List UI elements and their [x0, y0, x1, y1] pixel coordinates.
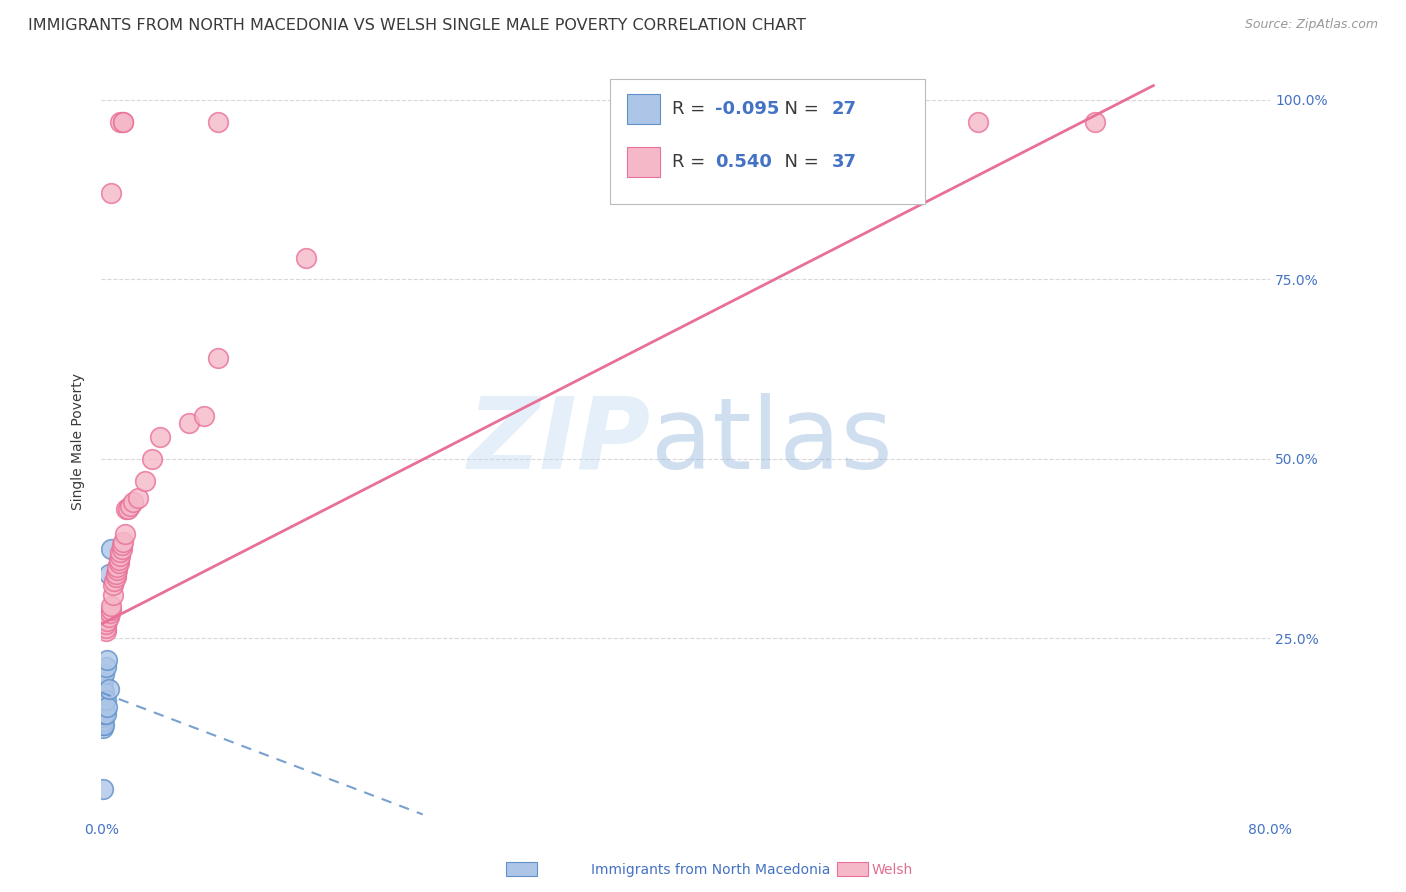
Point — [101, 577, 124, 591]
Text: -0.095: -0.095 — [716, 100, 779, 119]
Point — [120, 499, 142, 513]
Point — [91, 699, 114, 714]
Point — [141, 452, 163, 467]
Point — [91, 689, 114, 703]
Point — [114, 527, 136, 541]
Point — [97, 610, 120, 624]
Text: Welsh: Welsh — [872, 863, 912, 877]
Point — [105, 563, 128, 577]
Point — [149, 430, 172, 444]
Point — [111, 538, 134, 552]
Point — [294, 251, 316, 265]
Text: ZIP: ZIP — [468, 392, 651, 490]
Point — [967, 114, 990, 128]
Text: N =: N = — [773, 153, 825, 171]
Point — [112, 534, 135, 549]
Point — [91, 782, 114, 797]
Point — [97, 681, 120, 696]
Point — [207, 351, 229, 366]
Point — [103, 574, 125, 588]
Point — [93, 717, 115, 731]
Point — [94, 692, 117, 706]
Point — [91, 721, 114, 735]
Point — [91, 703, 114, 717]
Text: 27: 27 — [832, 100, 856, 119]
Point — [1084, 114, 1107, 128]
Point — [93, 696, 115, 710]
Point — [94, 617, 117, 632]
Point — [117, 502, 139, 516]
Point — [107, 552, 129, 566]
Point — [122, 495, 145, 509]
Point — [96, 614, 118, 628]
Point — [93, 706, 115, 721]
Text: Immigrants from North Macedonia: Immigrants from North Macedonia — [591, 863, 830, 877]
Text: 0.540: 0.540 — [716, 153, 772, 171]
Text: IMMIGRANTS FROM NORTH MACEDONIA VS WELSH SINGLE MALE POVERTY CORRELATION CHART: IMMIGRANTS FROM NORTH MACEDONIA VS WELSH… — [28, 18, 806, 33]
Point — [91, 681, 114, 696]
Point — [94, 624, 117, 639]
Point — [91, 710, 114, 724]
Point — [91, 715, 114, 730]
Point — [111, 541, 134, 556]
Point — [91, 692, 114, 706]
Text: R =: R = — [672, 100, 710, 119]
FancyBboxPatch shape — [610, 79, 925, 203]
Point — [107, 556, 129, 570]
Point — [97, 566, 120, 581]
Text: atlas: atlas — [651, 392, 893, 490]
Text: 37: 37 — [832, 153, 856, 171]
Text: N =: N = — [773, 100, 825, 119]
Point — [112, 114, 135, 128]
Point — [177, 416, 200, 430]
Point — [134, 474, 156, 488]
Text: R =: R = — [672, 153, 717, 171]
Point — [91, 714, 114, 728]
Point — [93, 685, 115, 699]
Point — [193, 409, 215, 423]
Point — [104, 566, 127, 581]
Text: Source: ZipAtlas.com: Source: ZipAtlas.com — [1244, 18, 1378, 31]
Point — [108, 114, 131, 128]
Point — [104, 570, 127, 584]
Point — [108, 549, 131, 563]
Point — [100, 541, 122, 556]
Point — [91, 717, 114, 731]
Point — [96, 699, 118, 714]
Point — [94, 706, 117, 721]
Point — [100, 186, 122, 201]
Point — [207, 114, 229, 128]
Point — [100, 599, 122, 614]
Point — [93, 667, 115, 681]
Point — [94, 621, 117, 635]
Bar — [627, 95, 659, 124]
Point — [101, 588, 124, 602]
Point — [100, 603, 122, 617]
Y-axis label: Single Male Poverty: Single Male Poverty — [72, 373, 86, 509]
Point — [105, 559, 128, 574]
Point — [91, 674, 114, 689]
Point — [94, 660, 117, 674]
Point — [115, 502, 138, 516]
Point — [91, 706, 114, 721]
Bar — [627, 147, 659, 178]
Point — [108, 545, 131, 559]
Point — [127, 491, 149, 506]
Point — [96, 653, 118, 667]
Point — [91, 696, 114, 710]
Point — [112, 114, 135, 128]
Point — [98, 607, 121, 621]
